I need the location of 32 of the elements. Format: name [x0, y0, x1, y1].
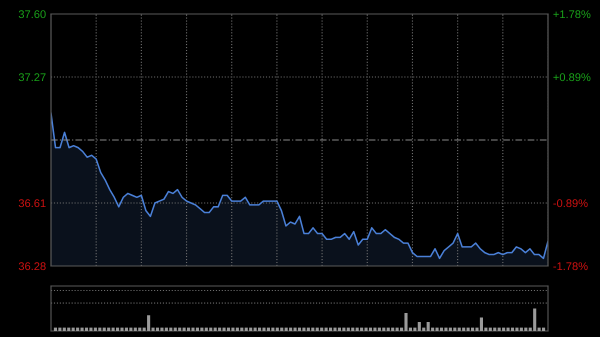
bar: [226, 328, 230, 331]
bar: [368, 328, 372, 331]
bar: [262, 328, 266, 331]
y-tick-label: 37.60: [18, 10, 46, 18]
bar: [102, 328, 106, 331]
bar: [244, 328, 248, 331]
bar: [174, 328, 177, 331]
bar: [386, 328, 390, 331]
y-tick-label: 36.28: [18, 262, 46, 270]
y-tick-label: 36.61: [18, 199, 46, 208]
y2-tick-label: -0.89%: [553, 199, 588, 208]
y-tick-label: 37.27: [18, 73, 46, 82]
bar: [67, 328, 70, 331]
bar: [84, 328, 88, 331]
y2-tick-label: +1.78%: [553, 10, 590, 18]
y2-tick-label: +0.89%: [553, 73, 590, 82]
bar: [191, 328, 195, 331]
bar: [333, 328, 337, 331]
bar: [351, 328, 354, 331]
bar: [280, 328, 284, 331]
y2-tick-label: -1.78%: [553, 262, 588, 270]
bar: [510, 328, 514, 331]
bar: [440, 328, 444, 331]
bar: [156, 328, 160, 331]
bar: [493, 328, 496, 331]
bar: [298, 328, 302, 331]
bar: [404, 313, 408, 331]
bar: [138, 328, 142, 331]
bar: [316, 328, 319, 331]
bar: [458, 328, 461, 331]
bar: [120, 328, 124, 331]
bar: [209, 328, 212, 331]
